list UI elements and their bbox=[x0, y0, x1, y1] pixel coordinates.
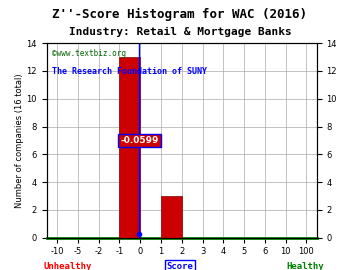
Text: Industry: Retail & Mortgage Banks: Industry: Retail & Mortgage Banks bbox=[69, 27, 291, 37]
Bar bbox=[120, 57, 140, 238]
Y-axis label: Number of companies (16 total): Number of companies (16 total) bbox=[15, 73, 24, 208]
Bar bbox=[161, 196, 182, 238]
Text: The Research Foundation of SUNY: The Research Foundation of SUNY bbox=[52, 66, 207, 76]
Text: ©www.textbiz.org: ©www.textbiz.org bbox=[52, 49, 126, 58]
Text: Z''-Score Histogram for WAC (2016): Z''-Score Histogram for WAC (2016) bbox=[53, 8, 307, 21]
Text: Unhealthy: Unhealthy bbox=[43, 262, 91, 270]
Text: Score: Score bbox=[167, 262, 193, 270]
Text: -0.0599: -0.0599 bbox=[121, 136, 159, 145]
Text: Healthy: Healthy bbox=[286, 262, 324, 270]
